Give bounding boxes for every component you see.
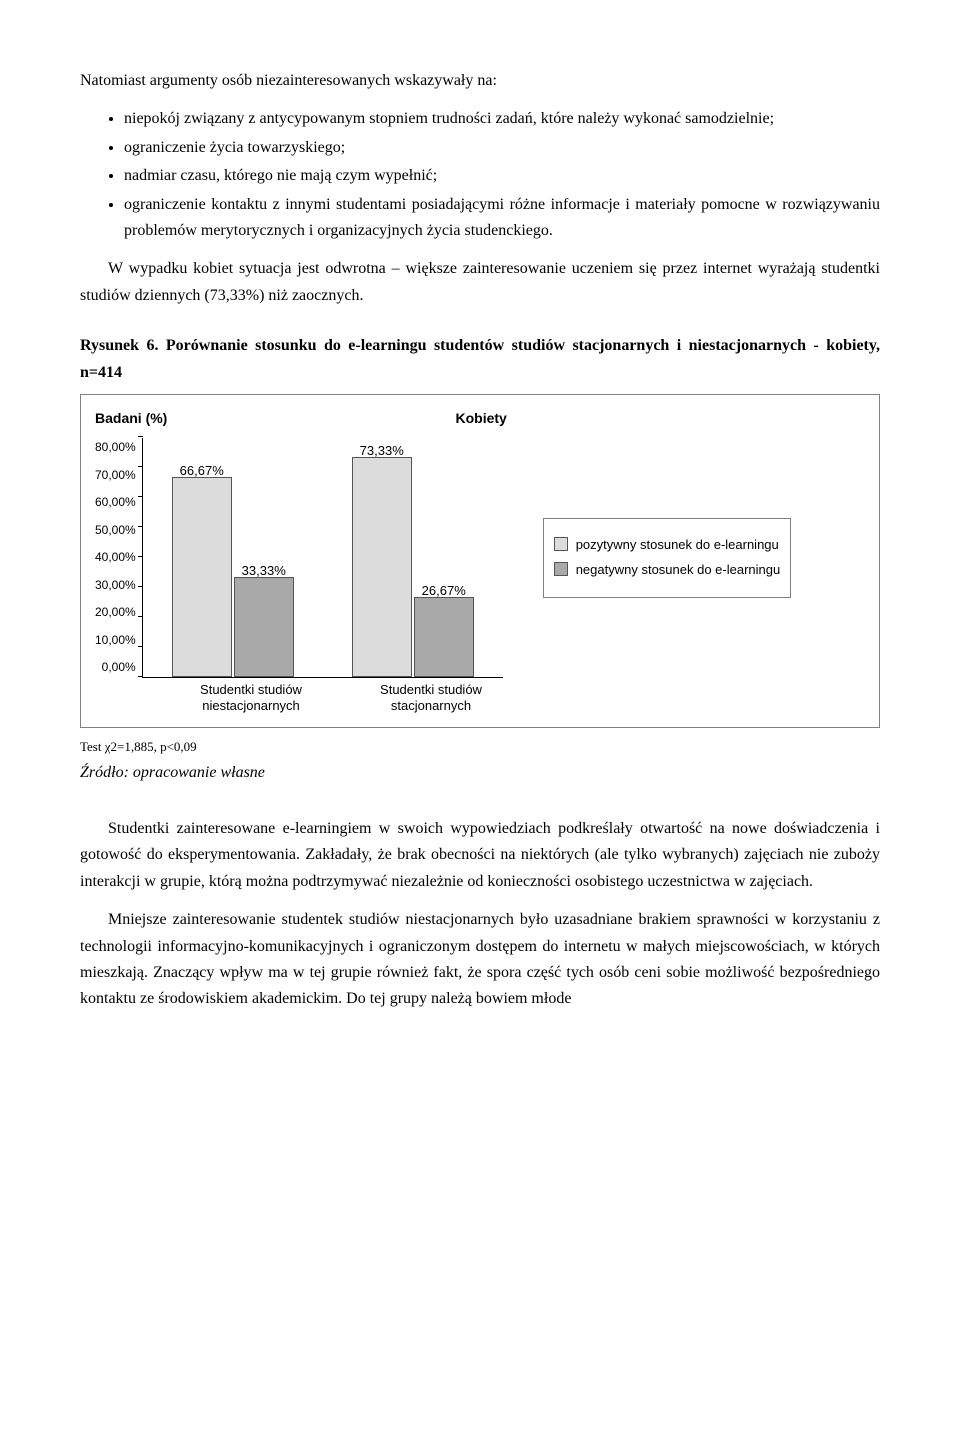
body-paragraph: Studentki zainteresowane e-learningiem w…	[80, 816, 880, 895]
legend: pozytywny stosunek do e-learningu negatyw…	[543, 518, 792, 598]
bar-value-label: 26,67%	[422, 580, 466, 601]
body-paragraph: W wypadku kobiet sytuacja jest odwrotna …	[80, 256, 880, 309]
y-tick-label: 40,00%	[95, 548, 136, 568]
y-tick-label: 20,00%	[95, 603, 136, 623]
bar-group: 73,33%26,67%	[323, 457, 503, 677]
list-item: ograniczenie życia towarzyskiego;	[124, 135, 880, 161]
chart-inner: 80,00% 70,00% 60,00% 50,00% 40,00% 30,00% 20,0…	[95, 438, 865, 678]
legend-item: pozytywny stosunek do e-learningu	[554, 537, 781, 554]
chart-container: Badani (%) Kobiety 80,00% 70,00% 60,00% 50,…	[80, 394, 880, 728]
body-paragraph: Mniejsze zainteresowanie studentek studi…	[80, 907, 880, 1013]
x-tick-label: Studentki studiów niestacjonarnych	[161, 682, 341, 713]
legend-swatch	[554, 537, 568, 551]
list-item: niepokój związany z antycypowanym stopni…	[124, 106, 880, 132]
y-tick-label: 30,00%	[95, 576, 136, 596]
intro-paragraph: Natomiast argumenty osób niezainteresowa…	[80, 68, 880, 94]
y-tick-label: 60,00%	[95, 493, 136, 513]
stat-line: Test χ2=1,885, p<0,09	[80, 736, 880, 757]
y-tick-label: 80,00%	[95, 438, 136, 458]
x-labels-row: Studentki studiów niestacjonarnychStuden…	[161, 682, 865, 713]
plot-area: 66,67%33,33%73,33%26,67%	[142, 438, 503, 678]
source-line: Źródło: opracowanie własne	[80, 760, 880, 786]
legend-swatch	[554, 562, 568, 576]
y-tick-label: 50,00%	[95, 521, 136, 541]
yaxis-title: Badani (%)	[95, 407, 167, 430]
legend-item: negatywny stosunek do e-learningu	[554, 562, 781, 579]
y-tick-label: 0,00%	[102, 658, 136, 678]
bar: 73,33%	[352, 457, 412, 677]
y-tick-labels: 80,00% 70,00% 60,00% 50,00% 40,00% 30,00% 20,0…	[95, 438, 142, 678]
list-item: ograniczenie kontaktu z innymi studentam…	[124, 192, 880, 245]
bar: 33,33%	[234, 577, 294, 677]
bar-value-label: 66,67%	[180, 460, 224, 481]
y-tick-label: 10,00%	[95, 631, 136, 651]
figure-caption: Rysunek 6. Porównanie stosunku do e-lear…	[80, 333, 880, 386]
list-item: nadmiar czasu, którego nie mają czym wyp…	[124, 163, 880, 189]
legend-label: pozytywny stosunek do e-learningu	[576, 537, 779, 554]
bar-group: 66,67%33,33%	[143, 477, 323, 677]
bar-value-label: 33,33%	[242, 560, 286, 581]
bar: 66,67%	[172, 477, 232, 677]
bar-value-label: 73,33%	[360, 440, 404, 461]
chart-header: Badani (%) Kobiety	[95, 407, 865, 430]
x-tick-label: Studentki studiów stacjonarnych	[341, 682, 521, 713]
legend-label: negatywny stosunek do e-learningu	[576, 562, 781, 579]
plot: 80,00% 70,00% 60,00% 50,00% 40,00% 30,00% 20,0…	[95, 438, 503, 678]
chart-title: Kobiety	[456, 407, 507, 430]
bullet-list: niepokój związany z antycypowanym stopni…	[80, 106, 880, 244]
y-tick-label: 70,00%	[95, 466, 136, 486]
bar: 26,67%	[414, 597, 474, 677]
